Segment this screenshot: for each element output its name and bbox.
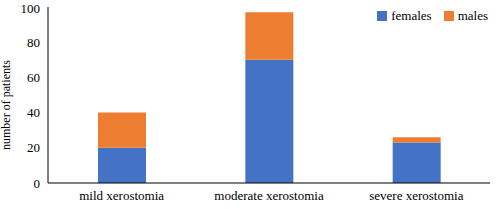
- svg-text:100: 100: [21, 1, 41, 16]
- svg-text:80: 80: [27, 35, 40, 50]
- svg-text:moderate xerostomia: moderate xerostomia: [214, 188, 324, 203]
- svg-text:60: 60: [27, 70, 40, 85]
- svg-text:number of patients: number of patients: [8, 60, 13, 150]
- html-text:females: females: [391, 8, 432, 23]
- svg-text:20: 20: [27, 140, 40, 155]
- html-text:males: males: [457, 8, 488, 23]
- svg-text:0: 0: [34, 176, 41, 191]
- svg-text:severe xerostomia: severe xerostomia: [369, 188, 463, 203]
- svg-text:40: 40: [27, 105, 40, 120]
- svg-text:mild xerostomia: mild xerostomia: [79, 188, 164, 203]
